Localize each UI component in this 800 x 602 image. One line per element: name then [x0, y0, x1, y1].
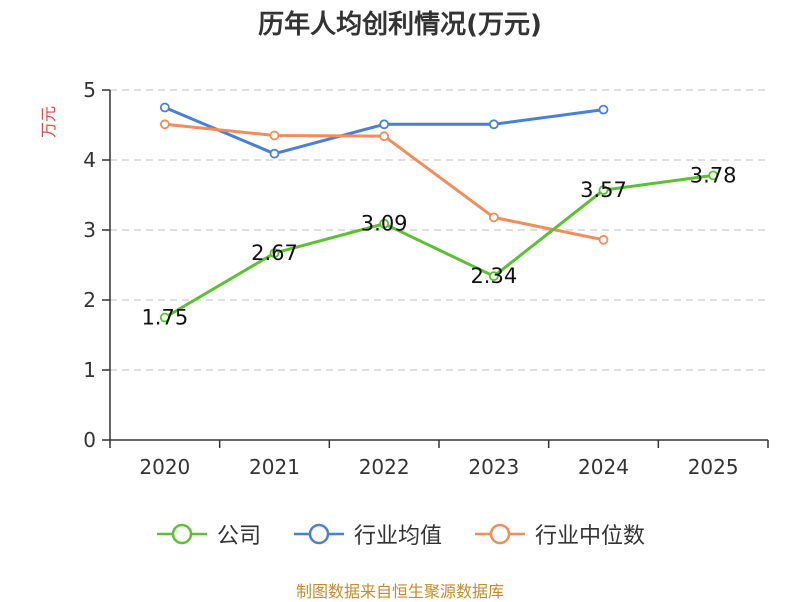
- data-label: 3.57: [580, 178, 627, 202]
- x-tick-label: 2025: [688, 455, 739, 479]
- legend-item-company[interactable]: 公司: [155, 518, 261, 550]
- data-label: 3.09: [361, 212, 408, 236]
- data-point-0: [708, 170, 719, 181]
- data-point-2: [269, 130, 280, 141]
- data-point-0: [488, 271, 499, 282]
- y-tick-label: 0: [83, 428, 96, 452]
- data-label: 2.34: [470, 264, 517, 288]
- y-tick-label: 3: [83, 218, 96, 242]
- data-label: 2.67: [251, 241, 298, 265]
- series-line-0: [164, 173, 714, 319]
- legend: 公司 行业均值 行业中位数: [0, 518, 800, 552]
- source-note: 制图数据来自恒生聚源数据库: [295, 582, 504, 601]
- legend-marker-industry-median-icon: [475, 523, 525, 545]
- y-tick-label: 4: [83, 148, 96, 172]
- data-point-1: [488, 119, 499, 130]
- legend-label-industry-median: 行业中位数: [535, 524, 646, 549]
- data-point-2: [379, 131, 390, 142]
- data-point-1: [598, 104, 609, 115]
- x-tick-label: 2024: [578, 455, 629, 479]
- legend-label-industry-mean: 行业均值: [353, 524, 442, 549]
- data-point-0: [159, 312, 170, 323]
- data-label: 1.75: [141, 306, 188, 330]
- x-tick-label: 2022: [359, 455, 410, 479]
- y-axis-label: 万元: [39, 106, 58, 138]
- data-point-1: [269, 148, 280, 159]
- data-point-0: [379, 218, 390, 229]
- data-point-2: [159, 119, 170, 130]
- x-tick-label: 2023: [468, 455, 519, 479]
- data-point-1: [379, 119, 390, 130]
- legend-item-industry-median[interactable]: 行业中位数: [473, 518, 645, 550]
- chart-title: 历年人均创利情况(万元): [258, 10, 542, 40]
- data-point-2: [488, 212, 499, 223]
- x-tick-label: 2020: [139, 455, 190, 479]
- data-point-0: [598, 185, 609, 196]
- y-tick-label: 5: [83, 78, 96, 102]
- legend-item-industry-mean[interactable]: 行业均值: [292, 518, 442, 550]
- data-label: 3.78: [690, 163, 737, 187]
- x-tick-label: 2021: [249, 455, 300, 479]
- data-point-2: [598, 234, 609, 245]
- data-point-1: [159, 102, 170, 113]
- y-tick-label: 1: [83, 358, 96, 382]
- legend-label-company: 公司: [216, 524, 261, 549]
- data-point-0: [269, 248, 280, 259]
- legend-marker-industry-mean-icon: [293, 523, 344, 545]
- legend-marker-company-icon: [156, 523, 207, 545]
- y-tick-label: 2: [83, 288, 96, 312]
